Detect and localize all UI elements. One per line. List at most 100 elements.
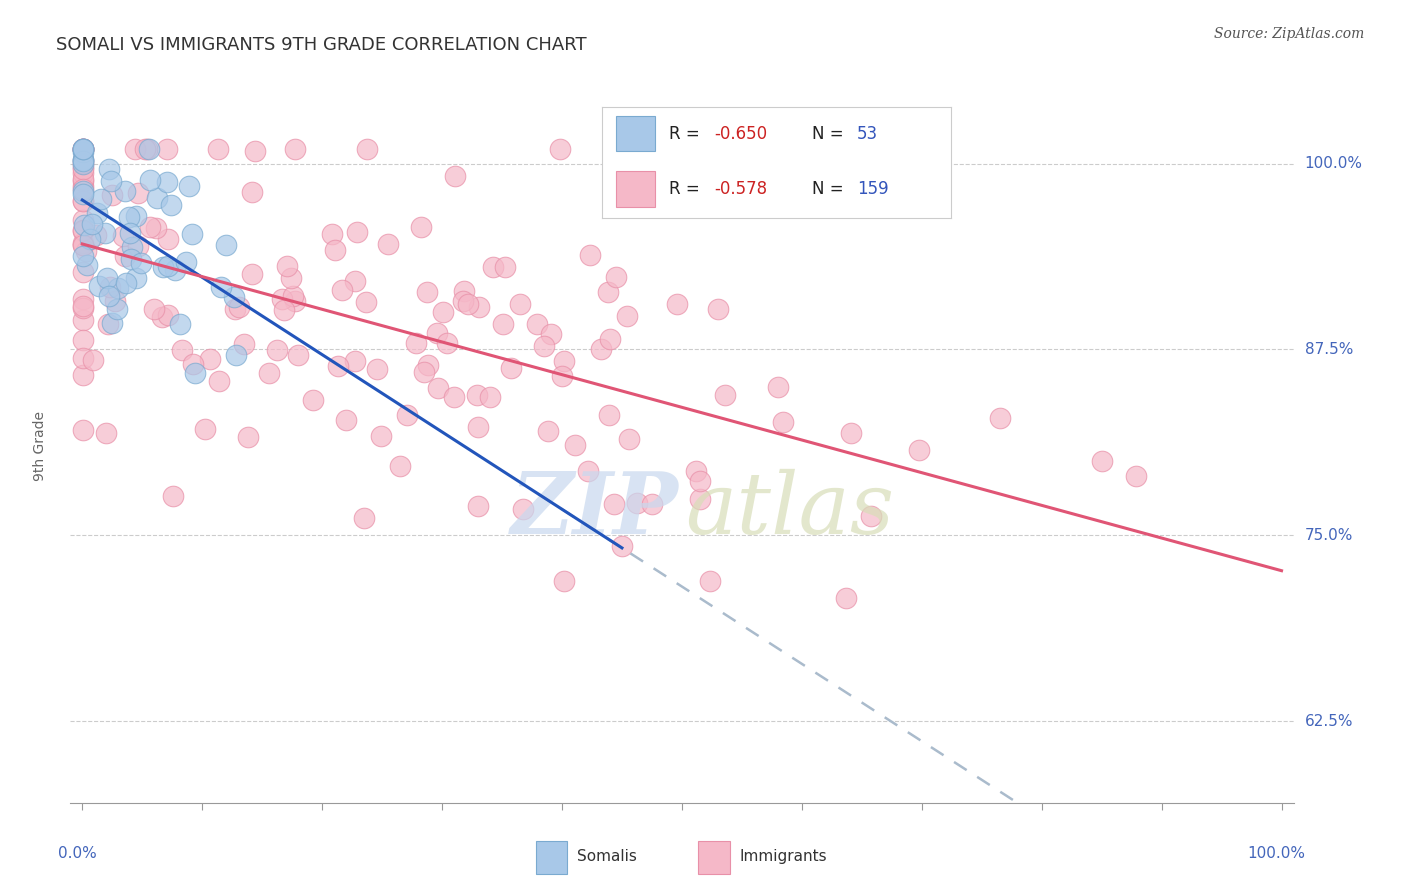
Point: [114, 184, 136, 198]
Point: [240, 186, 263, 200]
Point: [409, 219, 432, 234]
Point: [416, 358, 439, 372]
Point: [72, 313, 94, 327]
Point: [243, 144, 266, 158]
Point: [465, 388, 488, 402]
Point: [990, 410, 1012, 425]
Point: [427, 381, 450, 395]
Point: [537, 424, 560, 438]
Point: [86, 206, 108, 220]
Point: [619, 432, 641, 446]
Point: [443, 391, 465, 405]
Point: [1091, 454, 1114, 468]
Point: [96, 426, 118, 441]
Point: [436, 335, 458, 350]
Text: 100.0%: 100.0%: [1247, 846, 1306, 861]
Point: [100, 174, 122, 188]
Point: [626, 173, 648, 187]
Point: [321, 227, 343, 241]
Point: [115, 276, 138, 290]
Point: [276, 259, 298, 273]
Point: [666, 297, 689, 311]
Point: [548, 142, 571, 156]
Point: [579, 248, 602, 262]
Point: [156, 259, 179, 273]
Point: [127, 239, 149, 253]
Point: [326, 359, 349, 373]
Point: [214, 238, 236, 252]
Point: [159, 198, 181, 212]
Point: [841, 425, 863, 440]
Point: [772, 415, 794, 429]
Point: [641, 497, 664, 511]
Point: [72, 142, 94, 156]
Point: [90, 192, 112, 206]
Point: [72, 236, 94, 251]
Point: [125, 209, 148, 223]
Point: [453, 294, 475, 309]
Point: [354, 295, 377, 310]
Point: [589, 343, 612, 357]
Point: [388, 458, 411, 473]
Point: [225, 348, 247, 362]
Point: [356, 142, 378, 156]
Point: [72, 238, 94, 252]
Point: [689, 474, 711, 488]
Point: [138, 142, 160, 156]
Point: [281, 289, 304, 303]
Point: [162, 489, 184, 503]
Point: [72, 153, 94, 167]
Point: [107, 281, 129, 295]
Point: [232, 337, 254, 351]
Point: [405, 336, 427, 351]
Point: [157, 232, 180, 246]
Point: [72, 142, 94, 156]
Point: [72, 186, 94, 201]
Point: [72, 182, 94, 196]
Text: 0.0%: 0.0%: [58, 846, 97, 861]
Point: [553, 353, 575, 368]
Text: 62.5%: 62.5%: [1305, 714, 1353, 729]
Point: [98, 280, 121, 294]
Point: [209, 280, 232, 294]
Point: [610, 539, 633, 553]
Point: [280, 271, 302, 285]
Point: [533, 339, 555, 353]
Point: [714, 388, 737, 402]
Point: [287, 348, 309, 362]
Point: [685, 463, 707, 477]
Text: 9th Grade: 9th Grade: [32, 411, 46, 481]
Point: [343, 354, 366, 368]
Point: [198, 352, 221, 367]
Point: [72, 155, 94, 169]
Point: [224, 302, 246, 317]
Point: [157, 309, 180, 323]
Point: [416, 285, 439, 299]
Point: [72, 224, 94, 238]
Point: [125, 270, 148, 285]
Point: [121, 240, 143, 254]
Point: [768, 379, 790, 393]
Point: [165, 263, 187, 277]
Point: [105, 301, 128, 316]
Point: [135, 142, 157, 156]
Point: [72, 334, 94, 348]
Point: [273, 302, 295, 317]
Point: [72, 194, 94, 209]
Point: [377, 236, 399, 251]
Point: [72, 265, 94, 279]
Point: [453, 284, 475, 298]
Point: [169, 317, 191, 331]
Point: [72, 153, 94, 168]
Point: [301, 392, 323, 407]
Point: [72, 194, 94, 208]
Text: atlas: atlas: [686, 469, 894, 551]
Point: [467, 499, 489, 513]
Point: [344, 274, 367, 288]
Point: [271, 293, 294, 307]
Point: [553, 574, 575, 588]
Point: [194, 422, 217, 436]
Point: [82, 352, 104, 367]
Point: [353, 511, 375, 525]
Point: [145, 220, 167, 235]
